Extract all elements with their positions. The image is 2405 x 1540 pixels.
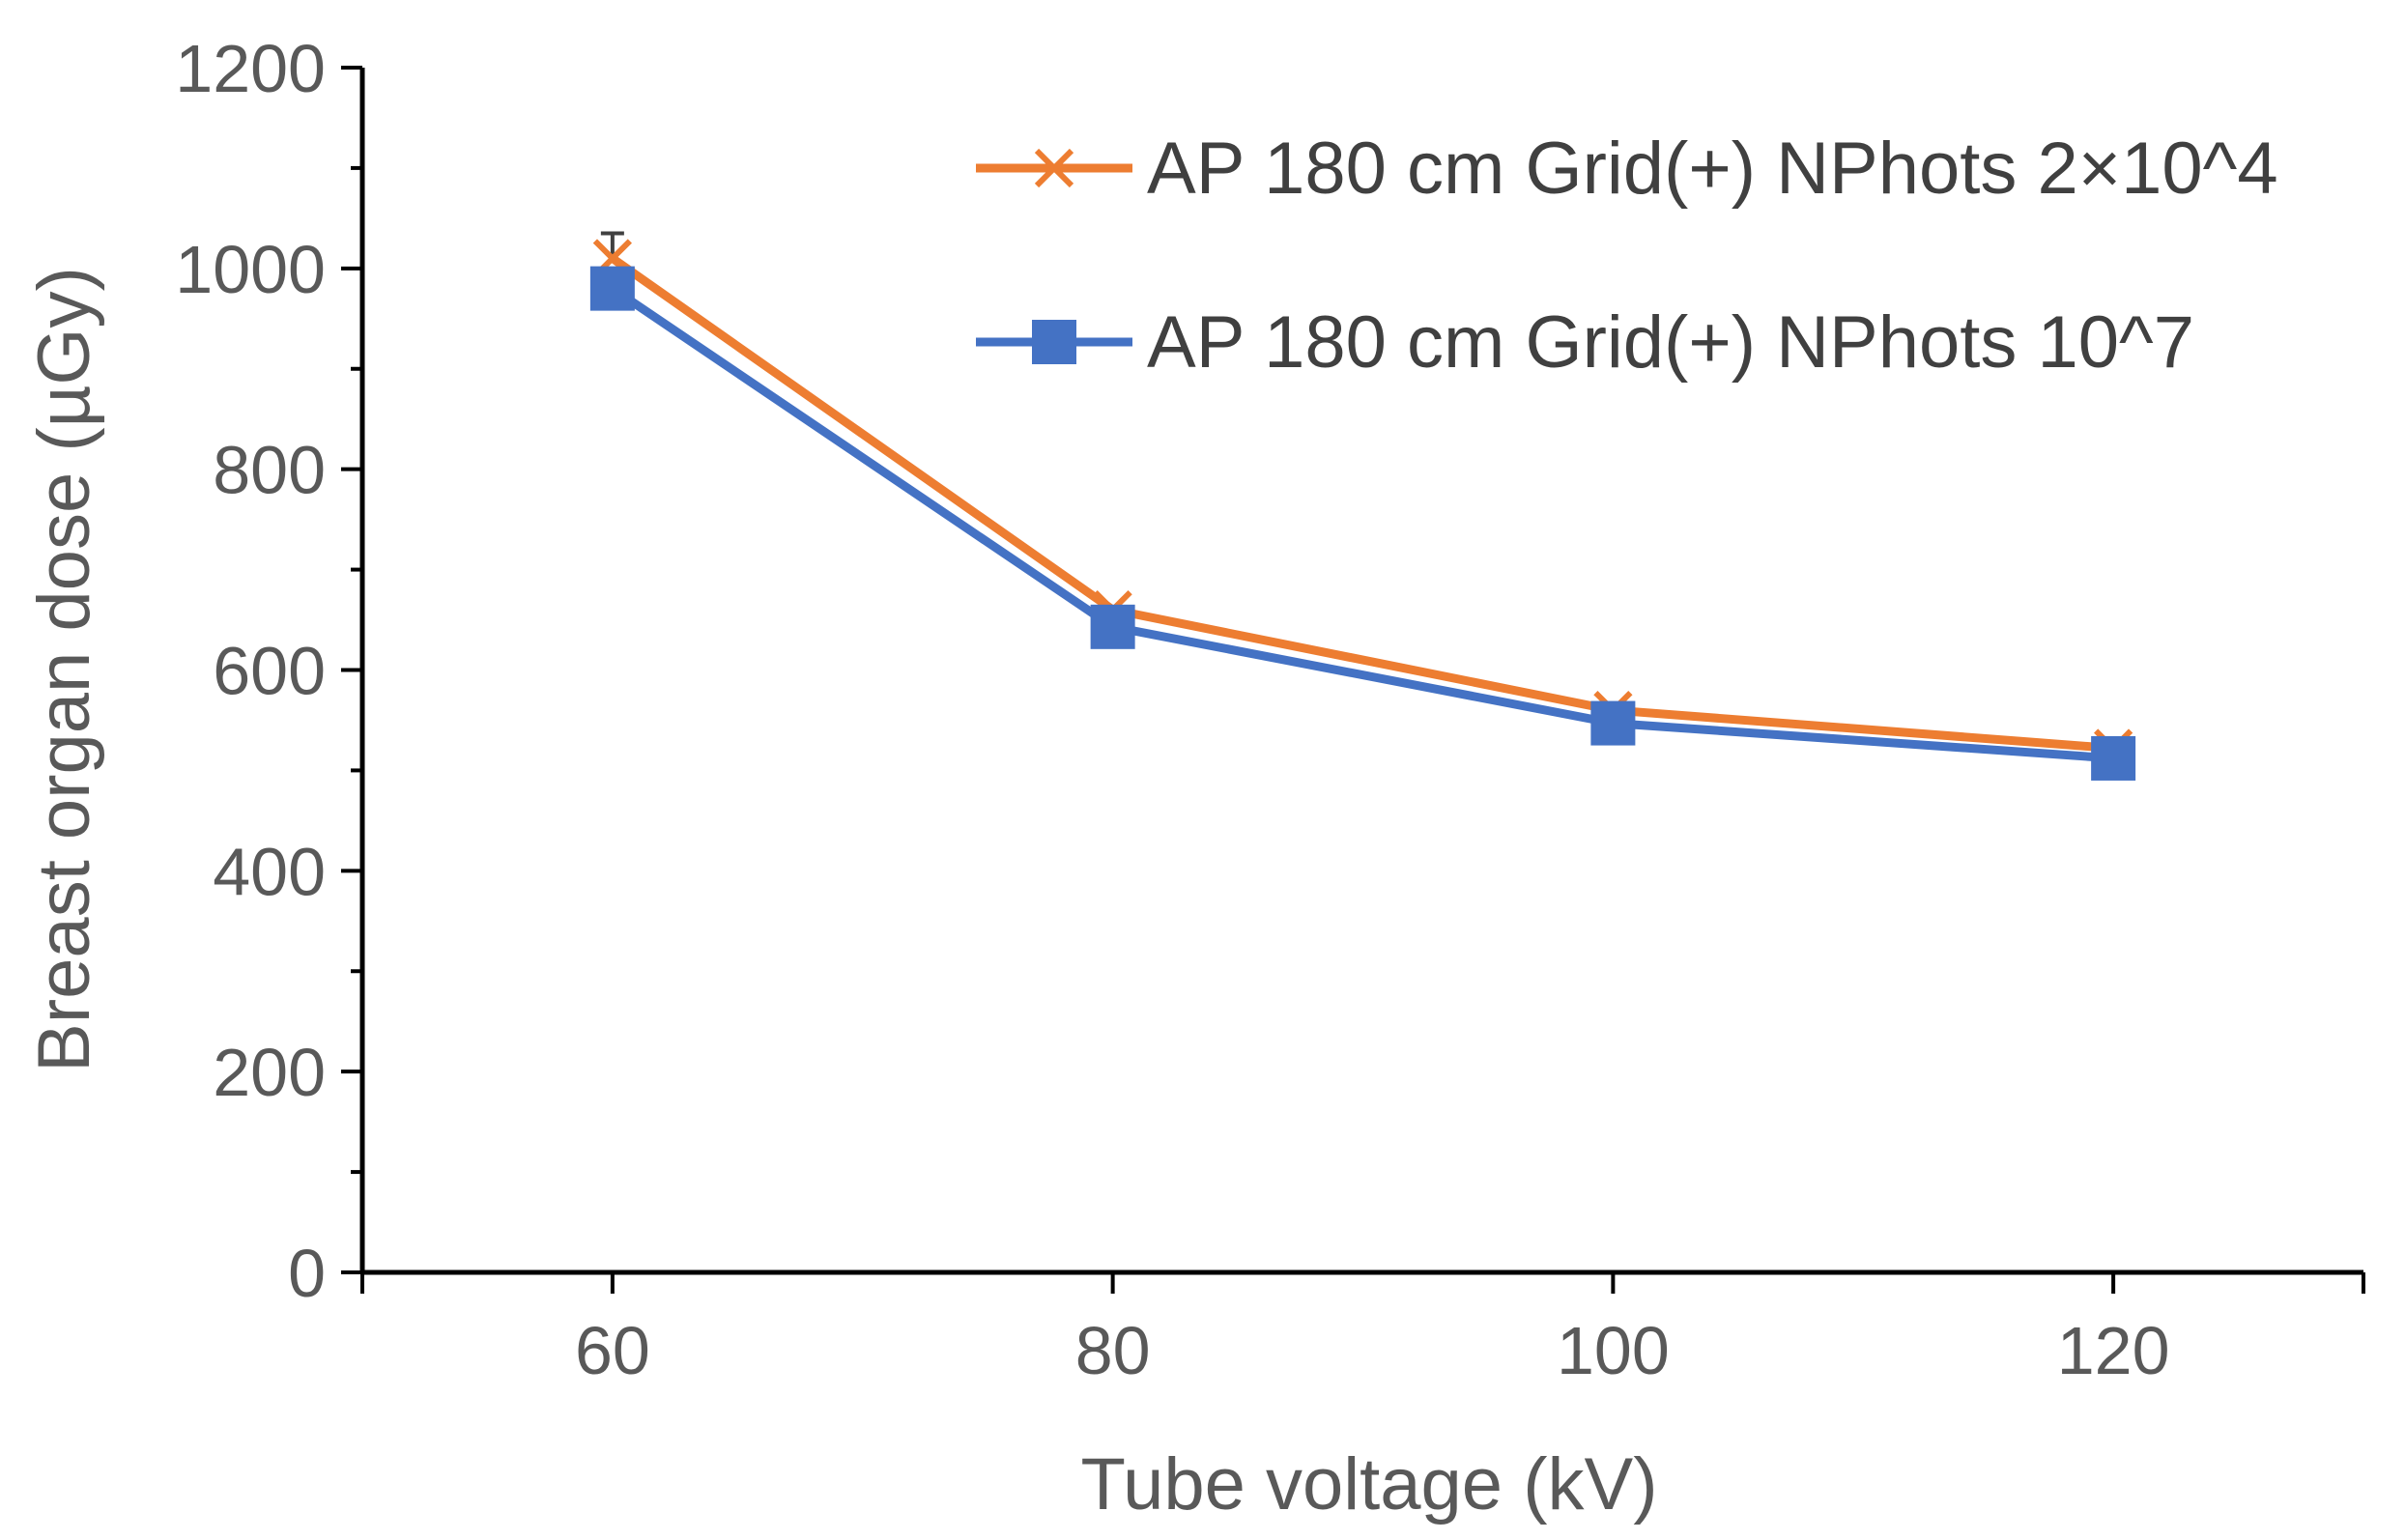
y-tick-label: 800	[213, 433, 326, 508]
legend-item-series-1: AP 180 cm Grid(+) NPhots 2×10^4	[976, 128, 2278, 210]
legend-item-series-2: AP 180 cm Grid(+) NPhots 10^7	[976, 301, 2194, 384]
y-tick-label: 200	[213, 1035, 326, 1110]
axes: 0 200 400 600 800 1000 1200 60 80 100 120	[175, 31, 2365, 1388]
data-point-series-2	[1090, 604, 1135, 649]
series-line-2	[610, 284, 2114, 763]
y-tick-label: 0	[288, 1236, 326, 1311]
y-tick-label: 1200	[175, 31, 326, 106]
y-ticks: 0 200 400 600 800 1000 1200	[175, 31, 362, 1311]
data-point-series-2	[1590, 700, 1636, 746]
y-tick-label: 400	[213, 834, 326, 909]
x-tick-label: 80	[1075, 1313, 1151, 1388]
y-tick-label: 1000	[175, 232, 326, 307]
legend-x-marker-icon	[1034, 148, 1074, 188]
x-ticks: 60 80 100 120	[360, 1272, 2365, 1388]
legend: AP 180 cm Grid(+) NPhots 2×10^4 AP 180 c…	[976, 128, 2278, 384]
legend-label-series-1: AP 180 cm Grid(+) NPhots 2×10^4	[1147, 128, 2278, 210]
y-tick-label: 600	[213, 634, 326, 709]
x-tick-label: 100	[1557, 1313, 1670, 1388]
x-tick-label: 120	[2057, 1313, 2170, 1388]
y-axis-title: Breast organ dose (µGy)	[23, 267, 105, 1072]
legend-square-marker-icon	[1032, 320, 1076, 364]
series-line-1	[610, 254, 2114, 754]
legend-label-series-2: AP 180 cm Grid(+) NPhots 10^7	[1147, 301, 2194, 384]
x-tick-label: 60	[575, 1313, 650, 1388]
data-point-series-2	[589, 266, 635, 311]
x-axis-title: Tube voltage (kV)	[1080, 1443, 1657, 1526]
data-point-series-2	[2091, 735, 2136, 781]
series-layer	[589, 231, 2136, 781]
